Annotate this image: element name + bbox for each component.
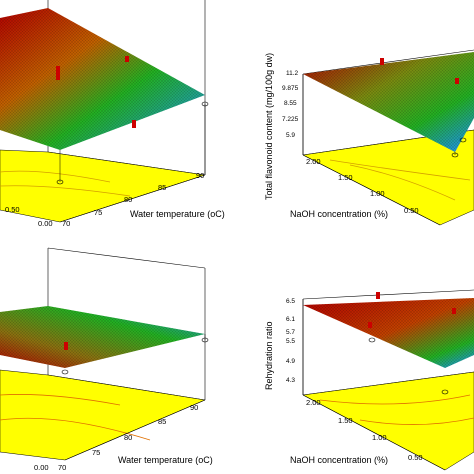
floor-contours (0, 170, 131, 197)
x-tick-label: 85 (158, 183, 166, 192)
x-tick-label: 1.00 (370, 189, 385, 198)
x-tick-label: 85 (158, 417, 166, 426)
surface-mesh (0, 306, 205, 368)
floor-contours (329, 159, 471, 201)
design-point (380, 58, 384, 65)
floor-contours (319, 394, 474, 425)
design-point (201, 101, 209, 107)
z-tick-label: 6.5 (286, 298, 295, 305)
design-point (455, 78, 459, 84)
design-point (201, 337, 209, 343)
x-tick-label: 90 (196, 171, 204, 180)
design-points (368, 292, 456, 395)
z-tick-label: 4.3 (286, 377, 295, 384)
x-axis-label: NaOH concentration (%) (290, 209, 388, 219)
z-axis-label: Total flavonoid content (mg/100g dw) (264, 53, 274, 200)
x-tick-label: 70 (58, 463, 66, 472)
x-tick-label: 80 (124, 433, 132, 442)
x-tick-label: 90 (190, 403, 198, 412)
z-tick-label: 5.5 (286, 338, 295, 345)
surface-mesh (0, 8, 205, 150)
surface-mesh (303, 52, 474, 152)
design-point (56, 179, 64, 185)
z-tick-label: 4.9 (286, 358, 295, 365)
x-axis (302, 394, 446, 471)
x-axis-label: Water temperature (oC) (130, 209, 225, 219)
design-point (376, 292, 380, 299)
z-tick-label: 11.2 (286, 70, 299, 77)
z-tick-label: 8.55 (284, 100, 297, 107)
x-axis (64, 399, 206, 461)
panel-top-right: 5.9 7.225 8.55 9.875 11.2 Total flavonoi… (264, 49, 474, 226)
x-tick-label: 0.50 (404, 206, 419, 215)
z-tick-label: 6.1 (286, 316, 295, 323)
panel-bottom-right: 4.3 4.9 5.5 5.7 6.1 6.5 Rehydration rati… (264, 289, 474, 471)
x-axis (302, 154, 441, 226)
design-point (56, 66, 60, 80)
panel-top-left: 70 75 80 85 90 0.00 0.50 Water temperatu… (0, 0, 225, 228)
x-tick-label: 70 (62, 219, 70, 228)
design-points (380, 58, 467, 158)
design-points (56, 56, 209, 185)
design-point (451, 152, 459, 158)
design-point (61, 369, 69, 375)
surface-mesh (303, 298, 474, 368)
y-tick-label: 0.00 (38, 219, 53, 228)
floor-contours (0, 394, 151, 441)
x-tick-label: 75 (92, 448, 100, 457)
x-tick-label: 2.00 (306, 398, 321, 407)
z-tick-label: 5.7 (286, 329, 295, 336)
design-point (368, 322, 372, 328)
z-axis-label: Rehydration ratio (264, 321, 274, 390)
x-tick-label: 1.50 (338, 416, 353, 425)
y-tick-label: 0.00 (34, 463, 49, 472)
x-tick-label: 1.50 (338, 173, 353, 182)
x-tick-label: 75 (94, 208, 102, 217)
z-tick-label: 9.875 (282, 85, 299, 92)
x-tick-label: 0.50 (408, 453, 423, 462)
x-axis-label: Water temperature (oC) (118, 455, 213, 465)
design-point (132, 120, 136, 128)
x-tick-label: 2.00 (306, 157, 321, 166)
y-tick-label: 0.50 (5, 205, 20, 214)
design-point (459, 137, 467, 143)
x-axis-label: NaOH concentration (%) (290, 455, 388, 465)
x-tick-label: 80 (124, 195, 132, 204)
design-point (452, 308, 456, 314)
x-tick-label: 1.00 (372, 433, 387, 442)
design-point (64, 342, 68, 350)
z-tick-label: 5.9 (286, 132, 295, 139)
design-point (441, 389, 449, 395)
contour-floor (0, 369, 206, 461)
x-axis (59, 174, 206, 223)
panel-bottom-left: 70 75 80 85 90 0.00 Water temperature (o… (0, 247, 213, 472)
design-points (61, 337, 209, 375)
design-point (125, 56, 129, 62)
z-tick-label: 7.225 (282, 116, 299, 123)
design-point (368, 337, 376, 343)
